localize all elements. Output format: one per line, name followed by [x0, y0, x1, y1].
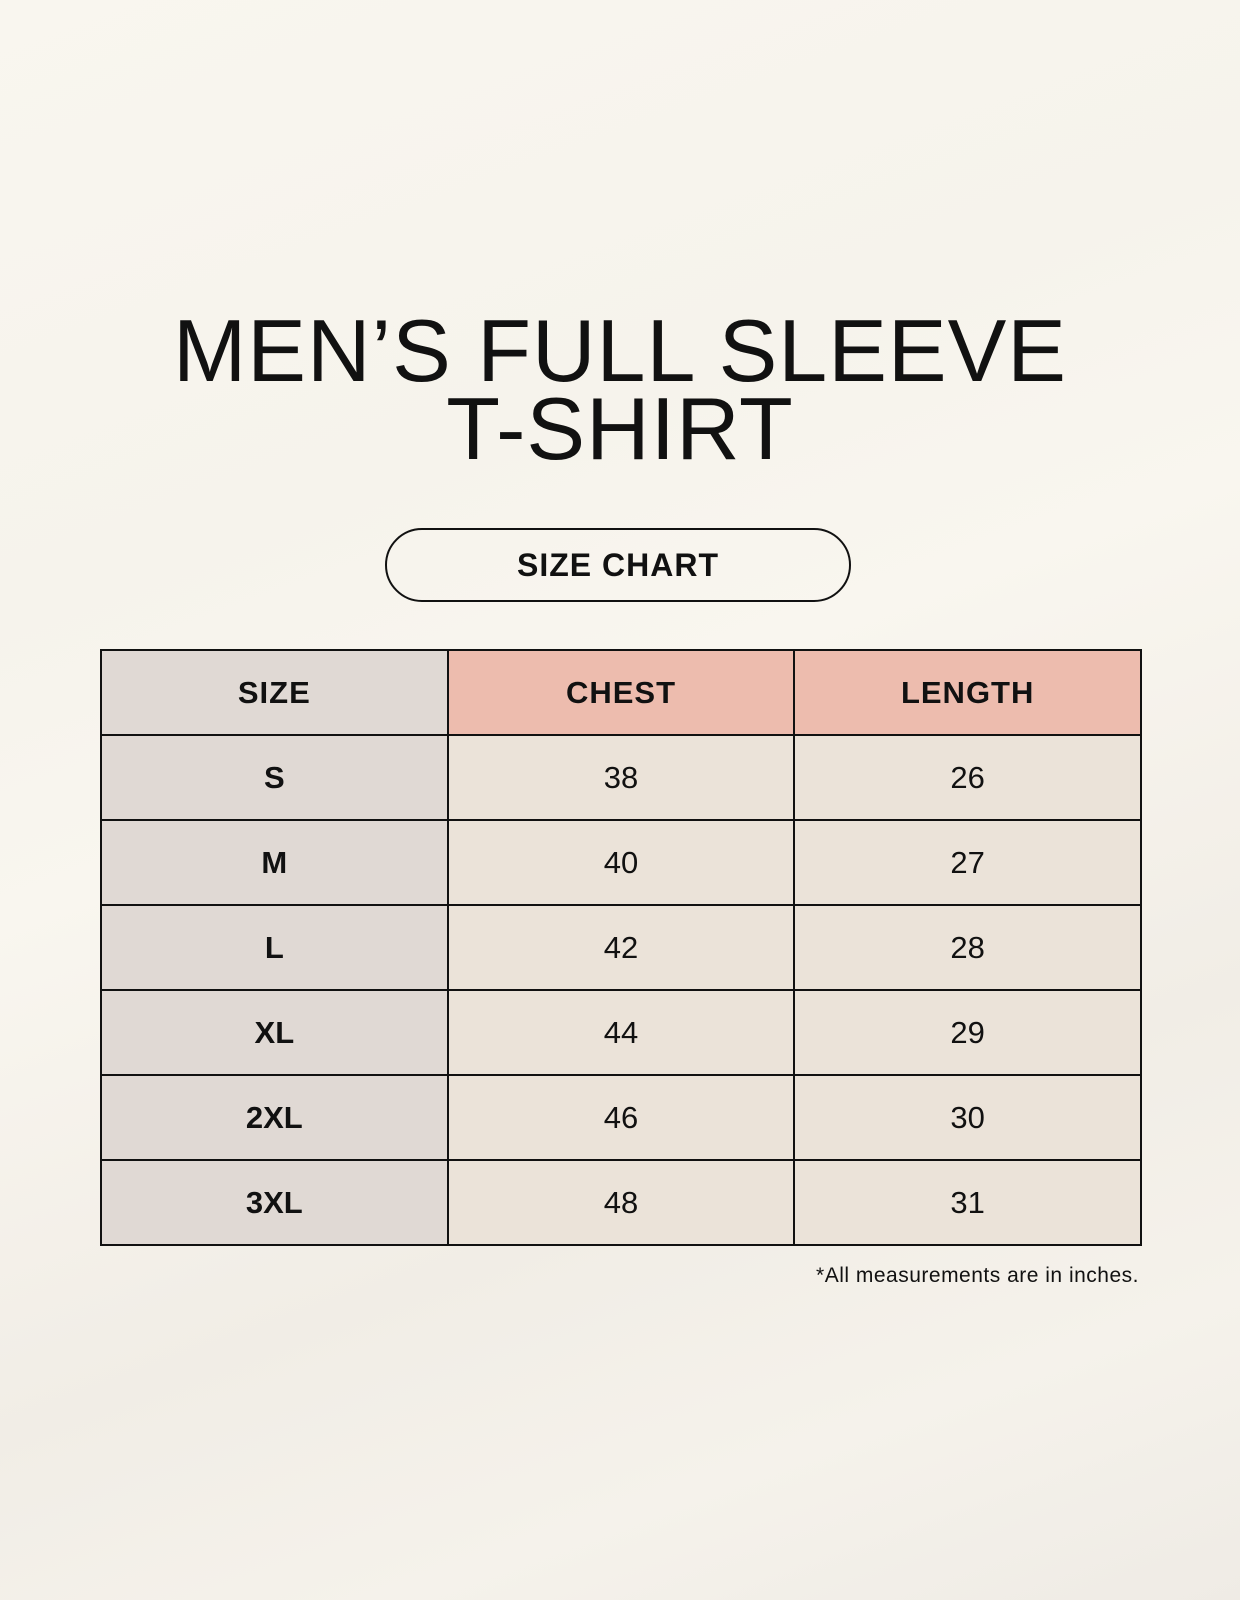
- cell-chest: 48: [446, 1159, 796, 1246]
- cell-size: XL: [100, 989, 449, 1076]
- cell-chest: 38: [446, 734, 796, 821]
- table-row: 3XL 48 31: [100, 1159, 1142, 1246]
- cell-size: 3XL: [100, 1159, 449, 1246]
- cell-length: 28: [793, 904, 1142, 991]
- title-line-2: T-SHIRT: [446, 379, 794, 478]
- table-row: 2XL 46 30: [100, 1074, 1142, 1161]
- table-row: M 40 27: [100, 819, 1142, 906]
- table-row: S 38 26: [100, 734, 1142, 821]
- cell-size: M: [100, 819, 449, 906]
- table-header-row: SIZE CHEST LENGTH: [100, 649, 1142, 736]
- cell-length: 26: [793, 734, 1142, 821]
- header-chest: CHEST: [446, 649, 796, 736]
- size-chart-badge: SIZE CHART: [385, 528, 851, 602]
- cell-size: S: [100, 734, 449, 821]
- cell-length: 30: [793, 1074, 1142, 1161]
- title-line-1: MEN’S FULL SLEEVE: [172, 301, 1068, 400]
- cell-size: L: [100, 904, 449, 991]
- table-row: XL 44 29: [100, 989, 1142, 1076]
- header-length: LENGTH: [793, 649, 1142, 736]
- footnote: *All measurements are in inches.: [816, 1264, 1139, 1287]
- cell-chest: 40: [446, 819, 796, 906]
- cell-length: 29: [793, 989, 1142, 1076]
- cell-chest: 44: [446, 989, 796, 1076]
- table-row: L 42 28: [100, 904, 1142, 991]
- cell-chest: 46: [446, 1074, 796, 1161]
- cell-chest: 42: [446, 904, 796, 991]
- size-table: SIZE CHEST LENGTH S 38 26 M 40 27 L 42 28 XL 44 29 2…: [100, 649, 1142, 1246]
- header-size: SIZE: [100, 649, 449, 736]
- page-title: MEN’S FULL SLEEVE T-SHIRT: [0, 301, 1240, 478]
- cell-size: 2XL: [100, 1074, 449, 1161]
- cell-length: 31: [793, 1159, 1142, 1246]
- cell-length: 27: [793, 819, 1142, 906]
